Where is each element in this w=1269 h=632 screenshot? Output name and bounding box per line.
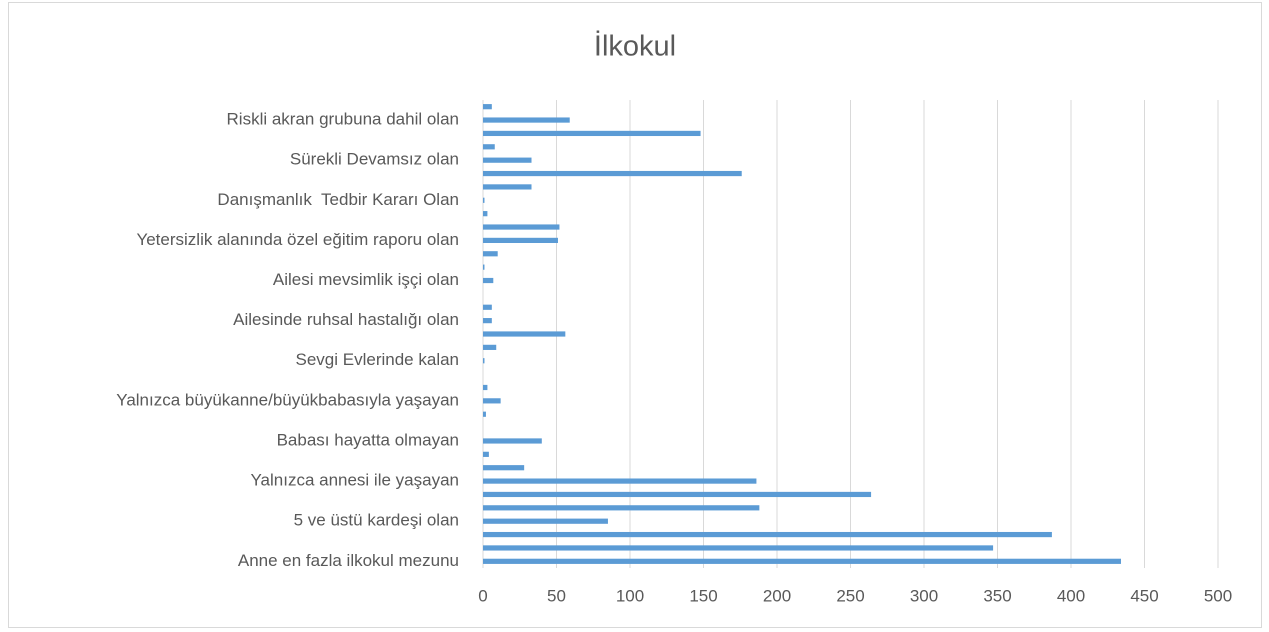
y-tick-label: Babası hayatta olmayan: [277, 430, 459, 449]
y-tick-label: Yetersizlik alanında özel eğitim raporu …: [136, 230, 459, 249]
bar: [483, 411, 486, 417]
bar: [483, 184, 532, 190]
bar: [483, 438, 542, 444]
x-tick-label: 150: [689, 586, 717, 605]
bar: [483, 170, 742, 177]
bar: [483, 277, 494, 284]
bar: [483, 104, 492, 110]
x-tick-label: 0: [478, 586, 487, 605]
y-tick-label: Riskli akran grubuna dahil olan: [227, 110, 459, 129]
bar: [483, 358, 485, 364]
chart-border: [8, 2, 1262, 628]
bar: [483, 264, 485, 270]
y-tick-label: Anne en fazla ilkokul mezunu: [238, 551, 459, 570]
bar: [483, 211, 488, 217]
bar: [483, 531, 1052, 538]
bar: [483, 224, 560, 230]
bar: [483, 144, 495, 150]
x-tick-label: 300: [910, 586, 938, 605]
bar: [483, 318, 492, 324]
y-tick-label: Sürekli Devamsız olan: [290, 150, 459, 169]
x-tick-label: 350: [983, 586, 1011, 605]
bar: [483, 384, 488, 391]
bar: [483, 304, 492, 310]
bar: [483, 505, 760, 511]
bar: [483, 465, 525, 471]
bar: [483, 451, 489, 457]
y-tick-label: Ailesi mevsimlik işçi olan: [273, 270, 459, 289]
y-tick-label: Sevgi Evlerinde kalan: [296, 350, 459, 369]
x-tick-label: 50: [547, 586, 566, 605]
x-tick-label: 100: [616, 586, 644, 605]
chart-title: İlkokul: [594, 30, 676, 63]
y-tick-label: Yalnızca annesi ile yaşayan: [250, 471, 459, 490]
x-tick-label: 400: [1057, 586, 1085, 605]
bar: [483, 491, 872, 498]
bar: [483, 558, 1121, 564]
bar: [483, 344, 497, 350]
y-tick-label: Danışmanlık Tedbir Kararı Olan: [217, 190, 459, 209]
x-tick-label: 450: [1130, 586, 1158, 605]
bar: [483, 130, 701, 137]
bar: [483, 251, 498, 257]
bar: [483, 237, 558, 243]
bar: [483, 478, 757, 484]
x-tick-label: 250: [836, 586, 864, 605]
bar: [483, 545, 994, 551]
bar: [483, 157, 532, 163]
y-tick-label: Ailesinde ruhsal hastalığı olan: [233, 310, 459, 329]
y-tick-label: 5 ve üstü kardeşi olan: [294, 511, 459, 530]
bar: [483, 398, 501, 404]
y-tick-label: Yalnızca büyükanne/büyükbabasıyla yaşaya…: [116, 390, 459, 409]
bar: [483, 197, 485, 203]
x-tick-label: 200: [763, 586, 791, 605]
bar: [483, 331, 566, 337]
x-tick-label: 500: [1204, 586, 1232, 605]
bar: [483, 518, 608, 524]
bar: [483, 117, 570, 123]
